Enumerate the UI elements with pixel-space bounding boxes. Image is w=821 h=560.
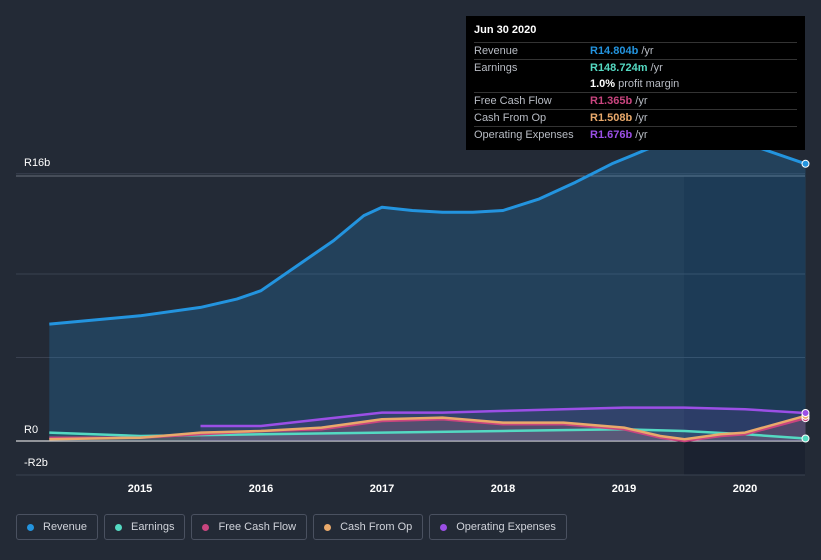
- tooltip-unit: /yr: [647, 62, 663, 74]
- x-tick-label: 2020: [733, 483, 757, 495]
- legend-item-operating-expenses[interactable]: Operating Expenses: [429, 514, 567, 540]
- tooltip-date: Jun 30 2020: [474, 24, 537, 36]
- legend-dot-icon: [27, 523, 34, 531]
- tooltip-value: R148.724m: [590, 62, 648, 74]
- tooltip-value: 1.0%: [590, 78, 616, 90]
- x-tick-label: 2016: [249, 483, 273, 495]
- legend-label: Earnings: [131, 521, 175, 533]
- tooltip-row-margin: 1.0% profit margin: [474, 76, 797, 92]
- tooltip-unit: /yr: [632, 112, 648, 124]
- legend-dot-icon: [115, 523, 123, 531]
- series-endpoint-earnings: [801, 434, 810, 443]
- x-tick-label: 2017: [370, 483, 394, 495]
- legend-dot-icon: [202, 523, 210, 531]
- tooltip-value: R1.365b: [590, 95, 633, 107]
- forecast-shade: [684, 176, 805, 475]
- tooltip-panel: Jun 30 2020 Revenue R14.804b /yr Earning…: [466, 16, 805, 150]
- legend-dot-icon: [324, 523, 332, 531]
- series-line-cash-from-op: [49, 414, 806, 441]
- tooltip-unit: profit margin: [615, 78, 680, 90]
- legend-item-cash-from-op[interactable]: Cash From Op: [313, 514, 424, 540]
- tooltip-row-earnings: Earnings R148.724m /yr: [474, 59, 797, 76]
- x-tick-label: 2015: [128, 483, 152, 495]
- tooltip-value: R1.508b: [590, 112, 633, 124]
- legend-dot-icon: [440, 523, 448, 531]
- y-tick-label: R0: [24, 424, 38, 436]
- legend-label: Revenue: [43, 521, 88, 533]
- legend-label: Operating Expenses: [456, 521, 556, 533]
- tooltip-unit: /yr: [632, 95, 648, 107]
- legend-label: Free Cash Flow: [218, 521, 297, 533]
- tooltip-row-opex: Operating Expenses R1.676b /yr: [474, 126, 797, 143]
- tooltip-label: Free Cash Flow: [474, 95, 552, 107]
- tooltip-value: R1.676b: [590, 129, 633, 141]
- series-endpoint-operating-expenses: [801, 409, 810, 418]
- series-line-operating-expenses: [200, 406, 806, 428]
- tooltip-value: R14.804b: [590, 45, 639, 57]
- tooltip-row-revenue: Revenue R14.804b /yr: [474, 42, 797, 59]
- series-area-earnings: [49, 429, 806, 441]
- y-tick-label: -R2b: [24, 457, 48, 469]
- x-tick-label: 2019: [612, 483, 636, 495]
- tooltip-label: Operating Expenses: [474, 129, 574, 141]
- tooltip-row-fcf: Free Cash Flow R1.365b /yr: [474, 92, 797, 109]
- series-area-revenue: [49, 137, 806, 441]
- tooltip-label: Revenue: [474, 45, 519, 57]
- legend-item-earnings[interactable]: Earnings: [104, 514, 186, 540]
- tooltip-label: Cash From Op: [474, 112, 547, 124]
- y-tick-label: R16b: [24, 157, 50, 169]
- legend-label: Cash From Op: [340, 521, 413, 533]
- tooltip-label: Earnings: [474, 62, 518, 74]
- x-tick-label: 2018: [491, 483, 515, 495]
- legend: Revenue Earnings Free Cash Flow Cash Fro…: [16, 514, 567, 540]
- tooltip-unit: /yr: [632, 129, 648, 141]
- series-endpoint-revenue: [801, 159, 810, 168]
- legend-item-revenue[interactable]: Revenue: [16, 514, 99, 540]
- tooltip-unit: /yr: [638, 45, 654, 57]
- tooltip-row-cfo: Cash From Op R1.508b /yr: [474, 109, 797, 126]
- legend-item-free-cash-flow[interactable]: Free Cash Flow: [191, 514, 308, 540]
